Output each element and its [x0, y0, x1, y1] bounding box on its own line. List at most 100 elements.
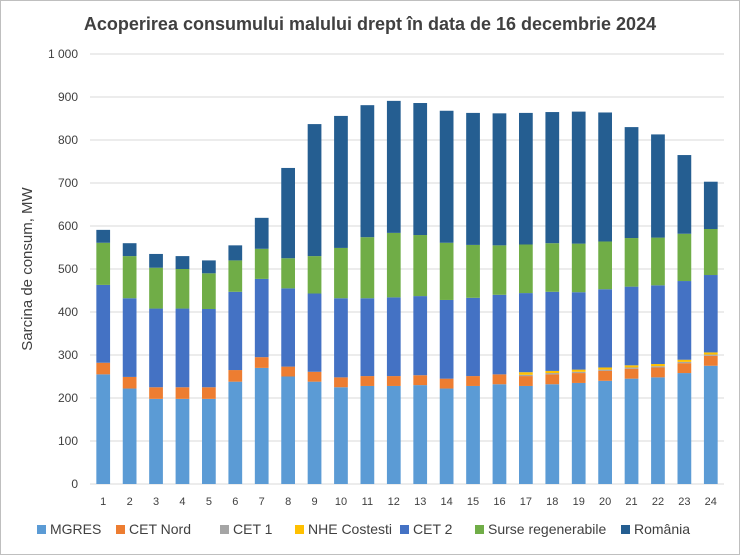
bar-segment — [228, 370, 243, 382]
y-tick-label: 200 — [58, 391, 78, 405]
bar-segment — [96, 229, 111, 243]
x-axis-ticks: 1 2 3 4 5 6 7 8 9 10 11 12 13 14 15 16 17 18 19 20 21 22 23 24 — [100, 496, 717, 508]
x-tick-label: 1 — [100, 496, 106, 508]
bar-segment — [651, 237, 665, 286]
x-tick-label: 18 — [546, 496, 558, 508]
y-tick-label: 1 000 — [48, 47, 78, 61]
bar-segment — [677, 155, 692, 234]
y-tick-label: 500 — [58, 262, 78, 276]
bar-segment — [413, 296, 428, 376]
bar-segment — [202, 273, 216, 309]
y-axis-label: Sarcina de consum, MW — [19, 186, 36, 350]
bar-segment — [598, 370, 612, 381]
bar-segment — [254, 278, 269, 358]
x-tick-label: 6 — [232, 496, 238, 508]
bar-segment — [439, 378, 454, 389]
legend-swatch — [116, 525, 125, 534]
bar-segment — [96, 284, 111, 363]
bar-segment — [571, 382, 586, 484]
legend-swatch — [220, 525, 229, 534]
bar-segment — [624, 365, 639, 368]
bar-segment — [149, 308, 163, 388]
bar-segment — [175, 256, 190, 269]
bar-segment — [598, 367, 612, 370]
bar-segment — [386, 232, 401, 298]
bar-segment — [703, 181, 718, 230]
bar-segment — [439, 110, 454, 243]
bar-segment — [413, 385, 428, 484]
x-tick-label: 4 — [179, 496, 185, 508]
bar-segment — [598, 289, 612, 368]
bar-segment — [96, 374, 111, 484]
legend-swatch — [621, 525, 630, 534]
bar-segment — [492, 374, 507, 385]
bar-segment — [439, 388, 454, 484]
bar-segment — [571, 369, 586, 372]
x-tick-label: 22 — [652, 496, 664, 508]
legend-label: MGRES — [50, 521, 101, 537]
bar-segment — [175, 269, 190, 309]
legend-swatch — [475, 525, 484, 534]
bar-segment — [281, 376, 295, 484]
bar-segment — [519, 374, 533, 377]
y-tick-label: 700 — [58, 176, 78, 190]
legend-label: CET Nord — [129, 521, 191, 537]
x-tick-label: 3 — [153, 496, 159, 508]
bar-segment — [228, 260, 243, 292]
bar-segment — [334, 247, 348, 299]
bar-segment — [677, 373, 692, 484]
y-tick-label: 0 — [71, 477, 78, 491]
legend: MGRES CET Nord CET 1 NHE Costesti CET 2 Surse… — [37, 521, 690, 537]
bar-segment — [677, 359, 692, 362]
bar-segment — [571, 292, 586, 370]
x-tick-label: 21 — [625, 496, 637, 508]
chart-title: Acoperirea consumului malului drept în d… — [84, 14, 656, 34]
bar-segment — [519, 385, 533, 484]
x-tick-label: 14 — [441, 496, 453, 508]
bar-segment — [254, 217, 269, 249]
bar-segment — [307, 256, 322, 294]
legend-label: România — [634, 521, 690, 537]
bar-segment — [677, 361, 692, 364]
x-tick-label: 13 — [414, 496, 426, 508]
bar-segment — [202, 387, 216, 399]
bar-segment — [703, 275, 718, 353]
legend-swatch — [295, 525, 304, 534]
bar-segment — [228, 245, 243, 261]
bar-segment — [122, 376, 137, 389]
bar-segment — [677, 281, 692, 360]
bar-segment — [281, 288, 295, 367]
bar-segment — [571, 373, 586, 383]
bar-segment — [651, 367, 665, 378]
bar-segment — [360, 298, 375, 377]
x-tick-label: 17 — [520, 496, 532, 508]
bar-segment — [122, 243, 137, 257]
y-tick-label: 400 — [58, 305, 78, 319]
bar-segment — [386, 297, 401, 377]
bar-segment — [571, 371, 586, 374]
legend-label: CET 2 — [413, 521, 453, 537]
bar-segment — [492, 245, 507, 295]
bar-segment — [703, 365, 718, 484]
bar-segment — [149, 253, 163, 268]
bar-segment — [624, 368, 639, 379]
bar-segment — [439, 299, 454, 379]
bar-segment — [598, 369, 612, 371]
bar-segment — [122, 388, 137, 484]
x-tick-label: 9 — [311, 496, 317, 508]
bar-segment — [334, 377, 348, 388]
bar-segment — [202, 308, 216, 388]
bar-segment — [413, 375, 428, 386]
y-tick-label: 800 — [58, 133, 78, 147]
bar-segment — [519, 293, 533, 373]
x-tick-label: 23 — [678, 496, 690, 508]
bar-segment — [519, 112, 533, 245]
y-tick-label: 300 — [58, 348, 78, 362]
x-tick-label: 8 — [285, 496, 291, 508]
bar-segment — [545, 112, 560, 244]
x-tick-label: 20 — [599, 496, 611, 508]
legend-swatch — [400, 525, 409, 534]
bar-segment — [466, 297, 480, 377]
bar-segment — [360, 237, 375, 299]
